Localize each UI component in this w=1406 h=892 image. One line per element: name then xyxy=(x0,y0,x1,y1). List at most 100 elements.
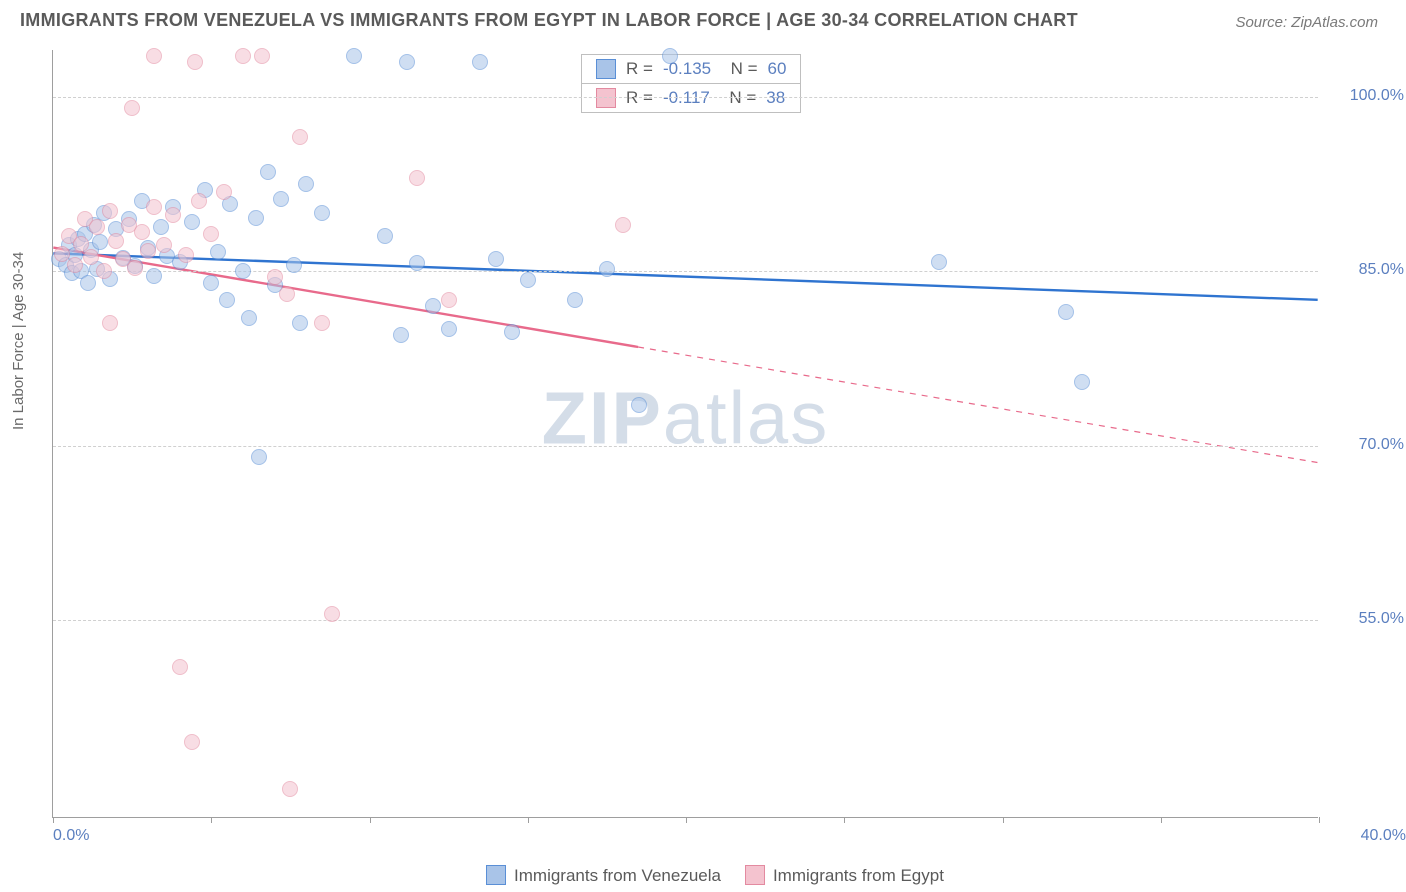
data-point xyxy=(504,324,520,340)
data-point xyxy=(108,233,124,249)
data-point xyxy=(286,257,302,273)
chart-title: IMMIGRANTS FROM VENEZUELA VS IMMIGRANTS … xyxy=(20,10,1078,31)
data-point xyxy=(83,249,99,265)
data-point xyxy=(235,263,251,279)
data-point xyxy=(409,255,425,271)
data-point xyxy=(520,272,536,288)
data-point xyxy=(92,234,108,250)
gridline xyxy=(53,97,1318,98)
legend-r-value: -0.117 xyxy=(663,88,710,108)
data-point xyxy=(140,243,156,259)
legend-r-label: R = xyxy=(626,88,653,108)
data-point xyxy=(314,205,330,221)
data-point xyxy=(267,269,283,285)
legend-swatch xyxy=(596,59,616,79)
data-point xyxy=(662,48,678,64)
data-point xyxy=(235,48,251,64)
data-point xyxy=(96,263,112,279)
data-point xyxy=(165,207,181,223)
y-tick-label: 70.0% xyxy=(1326,436,1404,454)
data-point xyxy=(203,226,219,242)
y-tick-label: 85.0% xyxy=(1326,261,1404,279)
data-point xyxy=(102,203,118,219)
y-axis-label: In Labor Force | Age 30-34 xyxy=(10,252,27,430)
data-point xyxy=(488,251,504,267)
x-tick xyxy=(844,817,845,823)
data-point xyxy=(172,659,188,675)
legend-n-value: 60 xyxy=(768,59,787,79)
data-point xyxy=(273,191,289,207)
data-point xyxy=(931,254,947,270)
data-point xyxy=(191,193,207,209)
gridline xyxy=(53,620,1318,621)
plot-area: ZIPatlas R = -0.135 N = 60R = -0.117 N =… xyxy=(52,50,1318,818)
data-point xyxy=(472,54,488,70)
data-point xyxy=(314,315,330,331)
series-legend: Immigrants from Venezuela Immigrants from… xyxy=(0,865,1406,886)
data-point xyxy=(178,247,194,263)
x-tick xyxy=(1161,817,1162,823)
legend-series-label: Immigrants from Egypt xyxy=(773,866,944,885)
x-tick xyxy=(1319,817,1320,823)
data-point xyxy=(441,292,457,308)
data-point xyxy=(282,781,298,797)
data-point xyxy=(377,228,393,244)
legend-swatch xyxy=(486,865,506,885)
data-point xyxy=(1074,374,1090,390)
data-point xyxy=(292,315,308,331)
y-tick-label: 100.0% xyxy=(1326,87,1404,105)
x-tick-label: 0.0% xyxy=(53,827,89,845)
data-point xyxy=(146,48,162,64)
data-point xyxy=(146,268,162,284)
data-point xyxy=(567,292,583,308)
data-point xyxy=(184,734,200,750)
chart-container: IMMIGRANTS FROM VENEZUELA VS IMMIGRANTS … xyxy=(0,0,1406,892)
data-point xyxy=(441,321,457,337)
data-point xyxy=(393,327,409,343)
data-point xyxy=(216,184,232,200)
data-point xyxy=(89,219,105,235)
data-point xyxy=(409,170,425,186)
x-tick xyxy=(53,817,54,823)
data-point xyxy=(210,244,226,260)
x-tick xyxy=(1003,817,1004,823)
data-point xyxy=(298,176,314,192)
legend-r-label: R = xyxy=(626,59,653,79)
x-tick xyxy=(528,817,529,823)
trend-lines-layer xyxy=(53,50,1318,817)
data-point xyxy=(153,219,169,235)
data-point xyxy=(134,224,150,240)
data-point xyxy=(67,257,83,273)
data-point xyxy=(631,397,647,413)
data-point xyxy=(102,315,118,331)
data-point xyxy=(184,214,200,230)
data-point xyxy=(1058,304,1074,320)
data-point xyxy=(292,129,308,145)
legend-n-label: N = xyxy=(721,59,757,79)
data-point xyxy=(241,310,257,326)
data-point xyxy=(425,298,441,314)
data-point xyxy=(156,237,172,253)
legend-n-value: 38 xyxy=(766,88,785,108)
gridline xyxy=(53,446,1318,447)
x-tick xyxy=(370,817,371,823)
x-tick xyxy=(686,817,687,823)
data-point xyxy=(203,275,219,291)
data-point xyxy=(146,199,162,215)
x-tick-label: 40.0% xyxy=(1361,827,1406,845)
data-point xyxy=(599,261,615,277)
data-point xyxy=(248,210,264,226)
data-point xyxy=(219,292,235,308)
data-point xyxy=(251,449,267,465)
source-attribution: Source: ZipAtlas.com xyxy=(1235,14,1378,31)
data-point xyxy=(260,164,276,180)
data-point xyxy=(399,54,415,70)
data-point xyxy=(187,54,203,70)
y-tick-label: 55.0% xyxy=(1326,610,1404,628)
data-point xyxy=(127,260,143,276)
data-point xyxy=(80,275,96,291)
data-point xyxy=(324,606,340,622)
legend-n-label: N = xyxy=(720,88,756,108)
legend-series-label: Immigrants from Venezuela xyxy=(514,866,721,885)
data-point xyxy=(346,48,362,64)
